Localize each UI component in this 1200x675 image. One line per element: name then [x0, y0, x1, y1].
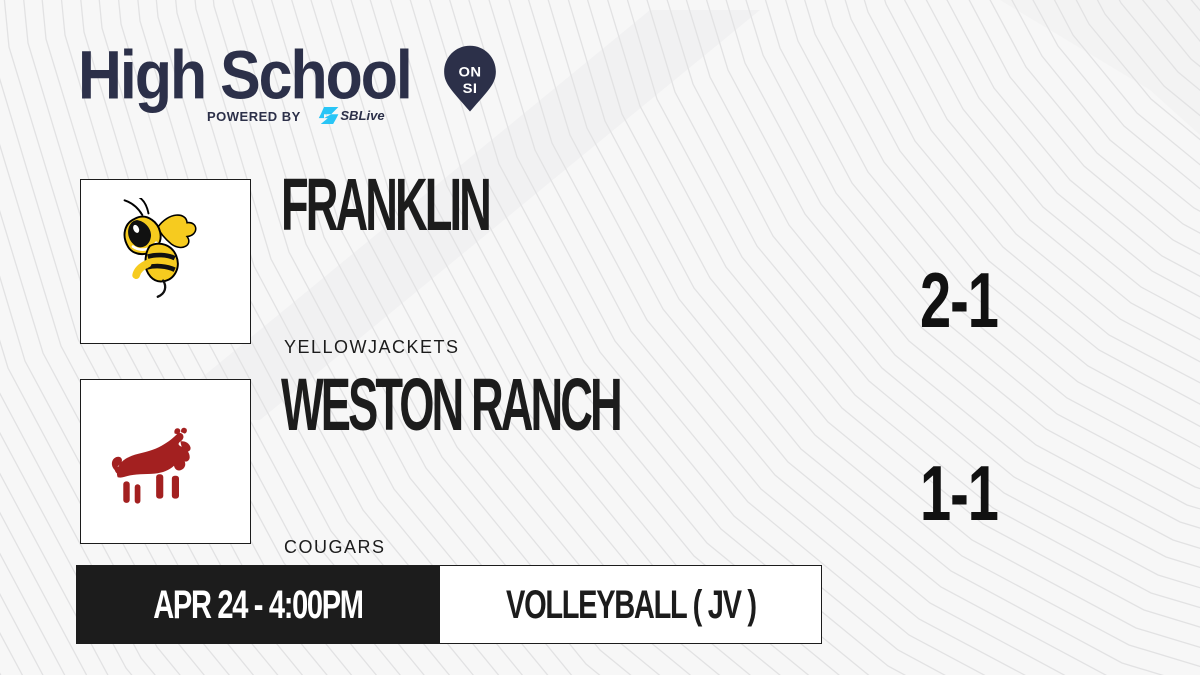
svg-text:SBLive: SBLive: [340, 108, 384, 123]
svg-text:SI: SI: [463, 81, 478, 97]
svg-text:ON: ON: [459, 65, 482, 81]
